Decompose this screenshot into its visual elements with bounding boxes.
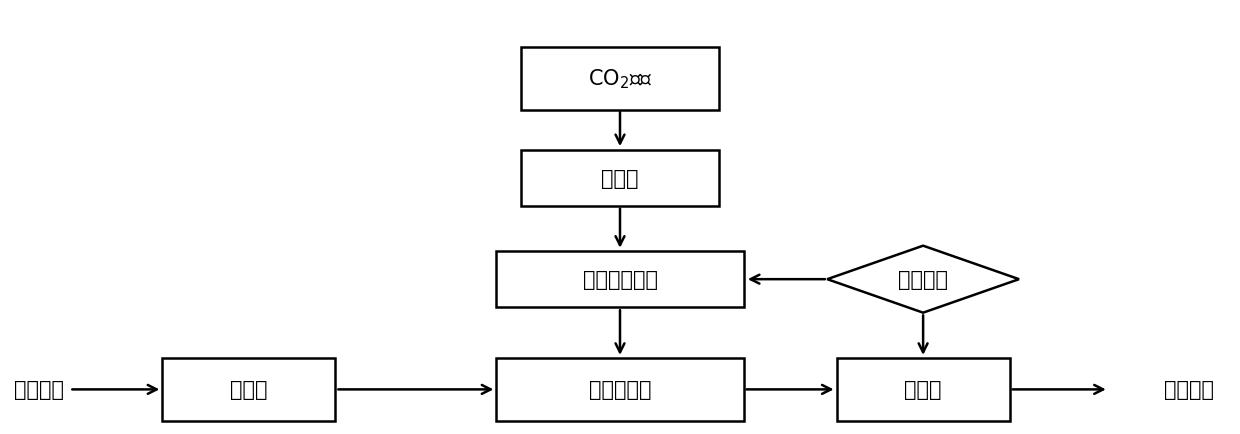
Text: 调节池: 调节池: [231, 379, 268, 399]
Polygon shape: [827, 246, 1019, 313]
FancyBboxPatch shape: [496, 358, 744, 421]
Text: 监测系统: 监测系统: [898, 270, 949, 289]
FancyBboxPatch shape: [521, 150, 719, 206]
FancyBboxPatch shape: [837, 358, 1009, 421]
Text: 印染废水: 印染废水: [14, 379, 63, 399]
Text: 自控投加系统: 自控投加系统: [583, 270, 657, 289]
Text: CO$_2$储罐: CO$_2$储罐: [588, 67, 652, 91]
Text: 混合池: 混合池: [904, 379, 942, 399]
FancyBboxPatch shape: [496, 251, 744, 308]
Text: 管式混合器: 管式混合器: [589, 379, 651, 399]
Text: 汽化器: 汽化器: [601, 168, 639, 188]
FancyBboxPatch shape: [521, 48, 719, 110]
FancyBboxPatch shape: [162, 358, 336, 421]
Text: 后续处理: 后续处理: [1164, 379, 1214, 399]
